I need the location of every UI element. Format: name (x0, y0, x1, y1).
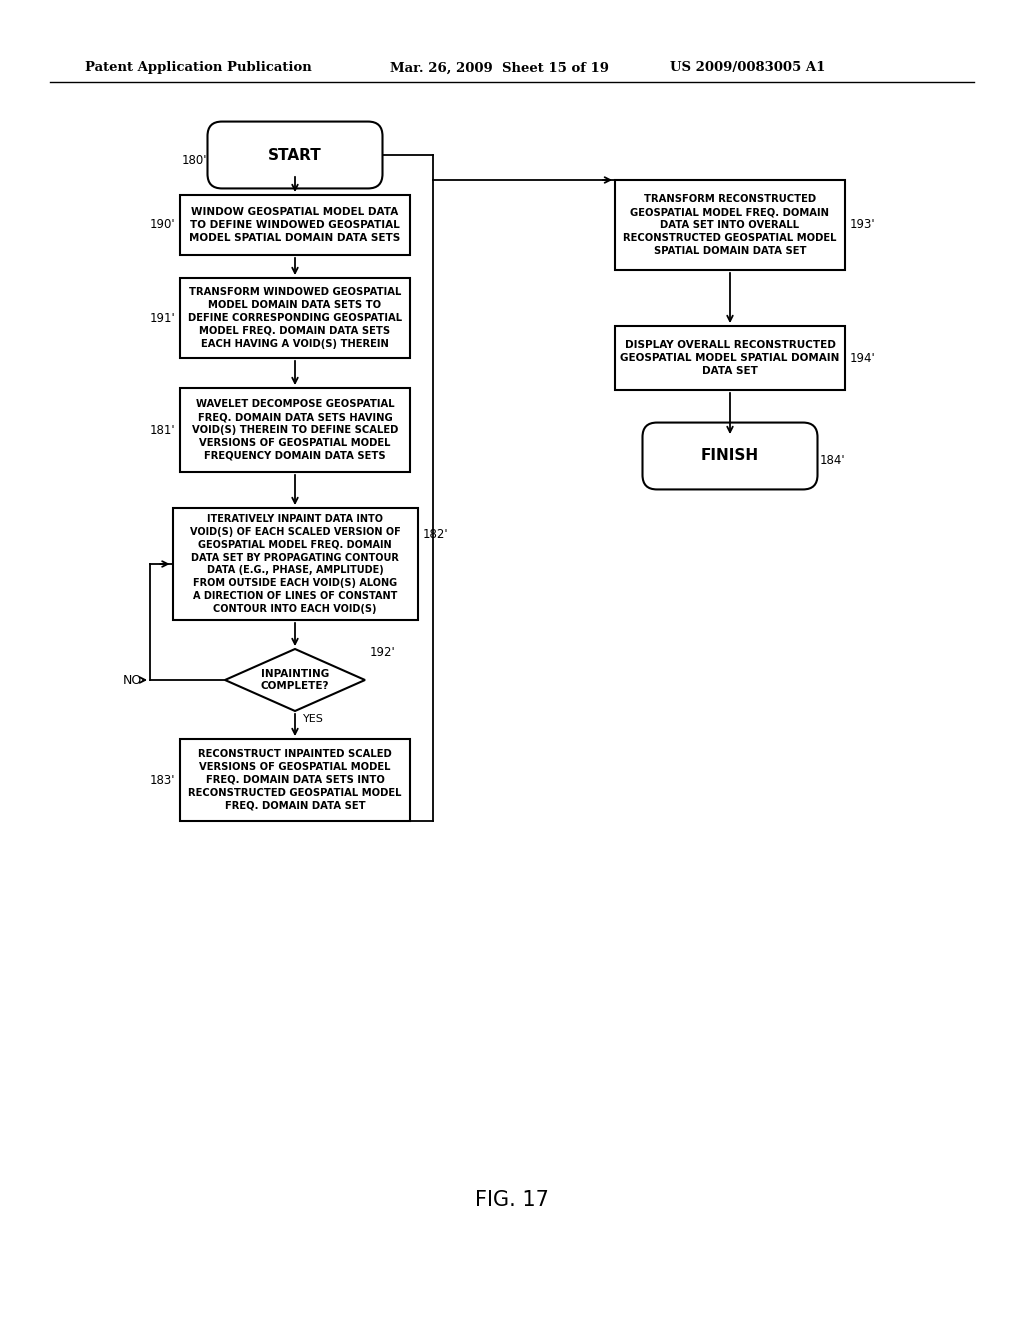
Text: 184': 184' (820, 454, 846, 467)
Text: 193': 193' (850, 219, 876, 231)
Text: 190': 190' (150, 219, 175, 231)
FancyBboxPatch shape (642, 422, 817, 490)
Bar (180, 739, 410, 821)
Bar (180, 195, 410, 255)
Text: Patent Application Publication: Patent Application Publication (85, 62, 311, 74)
Text: TRANSFORM RECONSTRUCTED
GEOSPATIAL MODEL FREQ. DOMAIN
DATA SET INTO OVERALL
RECO: TRANSFORM RECONSTRUCTED GEOSPATIAL MODEL… (624, 194, 837, 256)
Text: 182': 182' (423, 528, 449, 540)
Text: 192': 192' (370, 645, 395, 659)
Bar (615, 180, 845, 271)
Text: INPAINTING
COMPLETE?: INPAINTING COMPLETE? (261, 669, 330, 692)
Text: START: START (268, 148, 322, 162)
Text: 181': 181' (150, 424, 175, 437)
Text: DISPLAY OVERALL RECONSTRUCTED
GEOSPATIAL MODEL SPATIAL DOMAIN
DATA SET: DISPLAY OVERALL RECONSTRUCTED GEOSPATIAL… (621, 341, 840, 376)
Text: 194': 194' (850, 351, 876, 364)
Text: 191': 191' (150, 312, 175, 325)
Text: RECONSTRUCT INPAINTED SCALED
VERSIONS OF GEOSPATIAL MODEL
FREQ. DOMAIN DATA SETS: RECONSTRUCT INPAINTED SCALED VERSIONS OF… (188, 750, 401, 810)
Text: 180': 180' (181, 153, 207, 166)
Text: NO: NO (123, 673, 142, 686)
Text: ITERATIVELY INPAINT DATA INTO
VOID(S) OF EACH SCALED VERSION OF
GEOSPATIAL MODEL: ITERATIVELY INPAINT DATA INTO VOID(S) OF… (189, 515, 400, 614)
Text: YES: YES (303, 714, 324, 723)
Text: 183': 183' (150, 774, 175, 787)
Bar (615, 326, 845, 389)
Text: FIG. 17: FIG. 17 (475, 1191, 549, 1210)
Text: WAVELET DECOMPOSE GEOSPATIAL
FREQ. DOMAIN DATA SETS HAVING
VOID(S) THEREIN TO DE: WAVELET DECOMPOSE GEOSPATIAL FREQ. DOMAI… (191, 400, 398, 461)
Bar (180, 388, 410, 473)
Text: FINISH: FINISH (701, 449, 759, 463)
Bar (172, 508, 418, 620)
Polygon shape (225, 649, 365, 711)
Text: WINDOW GEOSPATIAL MODEL DATA
TO DEFINE WINDOWED GEOSPATIAL
MODEL SPATIAL DOMAIN : WINDOW GEOSPATIAL MODEL DATA TO DEFINE W… (189, 207, 400, 243)
Bar (180, 279, 410, 358)
Text: TRANSFORM WINDOWED GEOSPATIAL
MODEL DOMAIN DATA SETS TO
DEFINE CORRESPONDING GEO: TRANSFORM WINDOWED GEOSPATIAL MODEL DOMA… (188, 288, 402, 348)
Text: US 2009/0083005 A1: US 2009/0083005 A1 (670, 62, 825, 74)
Text: Mar. 26, 2009  Sheet 15 of 19: Mar. 26, 2009 Sheet 15 of 19 (390, 62, 609, 74)
FancyBboxPatch shape (208, 121, 383, 189)
